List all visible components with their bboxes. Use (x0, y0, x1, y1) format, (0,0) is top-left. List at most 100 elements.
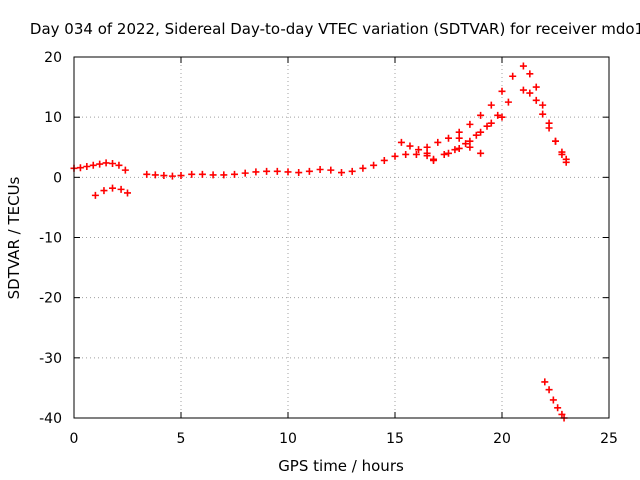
data-point (143, 170, 151, 178)
data-point (455, 128, 463, 136)
data-point (509, 72, 517, 80)
series-main-band (70, 149, 431, 180)
data-point (102, 159, 110, 167)
series-upper-branch-c (430, 98, 512, 163)
data-point (423, 152, 431, 160)
chart-title: Day 034 of 2022, Sidereal Day-to-day VTE… (30, 20, 640, 38)
data-point (466, 137, 474, 145)
data-point (477, 149, 485, 157)
data-point (487, 119, 495, 127)
y-tick-label: -40 (39, 411, 62, 427)
data-point (316, 166, 324, 174)
data-point (305, 167, 313, 175)
data-point (440, 150, 448, 158)
y-tick-label: 20 (44, 50, 62, 66)
data-point (519, 62, 527, 70)
data-point (498, 87, 506, 95)
data-point (327, 166, 335, 174)
data-point (455, 134, 463, 142)
data-point (532, 96, 540, 104)
series-deep-drop (541, 378, 568, 422)
y-tick-label: -10 (39, 231, 62, 247)
data-point (109, 184, 117, 192)
plot-frame (73, 56, 610, 419)
data-point (151, 171, 159, 179)
x-tick-label: 20 (493, 431, 511, 447)
data-point (477, 128, 485, 136)
data-point (504, 98, 512, 106)
data-point (455, 144, 463, 152)
data-point (526, 70, 534, 78)
data-point (198, 170, 206, 178)
data-point (549, 396, 557, 404)
series-upper-branch-b (423, 72, 517, 151)
data-point (370, 161, 378, 169)
data-point (558, 148, 566, 156)
series-upper-branch-e (455, 134, 485, 157)
data-point (83, 163, 91, 171)
data-point (541, 378, 549, 386)
data-point (295, 169, 303, 177)
data-point (554, 404, 562, 412)
series-peak-descent-b (519, 86, 570, 163)
data-point (472, 131, 480, 139)
x-tick-label: 15 (386, 431, 404, 447)
data-point (526, 89, 534, 97)
grid (74, 57, 609, 418)
data-point (466, 143, 474, 151)
x-tick-label: 25 (600, 431, 618, 447)
data-points (70, 62, 570, 422)
data-point (483, 122, 491, 130)
data-point (177, 172, 185, 180)
data-point (241, 169, 249, 177)
data-point (231, 170, 238, 178)
data-point (160, 172, 168, 180)
data-point (539, 101, 547, 109)
data-point (466, 120, 474, 128)
data-point (402, 150, 410, 158)
data-point (263, 167, 271, 175)
x-axis-label: GPS time / hours (278, 457, 404, 475)
data-point (168, 172, 176, 180)
series-low-arc (91, 184, 131, 199)
data-point (552, 137, 559, 145)
data-point (415, 146, 423, 154)
data-point (338, 169, 345, 177)
data-point (423, 143, 431, 151)
series-upper-branch-d (445, 113, 506, 157)
data-point (445, 134, 452, 142)
data-point (188, 170, 196, 178)
data-point (273, 167, 281, 175)
data-point (91, 191, 99, 199)
data-point (539, 110, 547, 118)
x-tick-label: 10 (279, 431, 297, 447)
data-point (359, 164, 367, 172)
y-tick-label: 0 (53, 170, 62, 186)
data-point (451, 146, 459, 154)
data-point (498, 113, 506, 121)
y-tick-label: -30 (39, 351, 62, 367)
data-point (96, 160, 104, 168)
data-point (115, 161, 123, 169)
data-point (391, 152, 399, 160)
data-point (284, 168, 292, 176)
data-point (545, 124, 553, 132)
data-point (462, 140, 470, 148)
y-axis-label: SDTVAR / TECUs (5, 176, 23, 299)
data-point (220, 171, 228, 179)
data-point (89, 161, 97, 169)
data-point (545, 386, 553, 394)
data-point (562, 155, 570, 163)
data-point (252, 168, 260, 176)
data-point (209, 171, 217, 179)
data-point (494, 111, 502, 119)
y-tick-label: 10 (44, 110, 62, 126)
data-point (487, 101, 495, 109)
data-point (434, 138, 442, 146)
axis-ticks: 0 5 10 15 20 25 -40 -30 -20 -10 0 10 20 (39, 50, 618, 447)
data-point (430, 155, 438, 163)
data-point (117, 185, 125, 193)
data-point (519, 86, 527, 94)
data-point (380, 156, 388, 164)
